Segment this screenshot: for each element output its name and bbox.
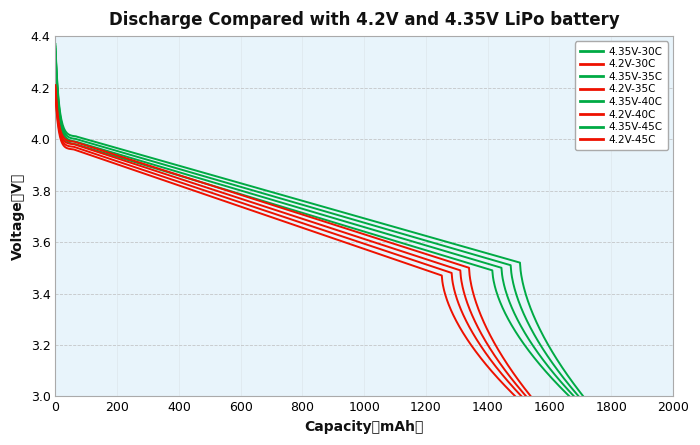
Y-axis label: Voltage（V）: Voltage（V） [11,173,25,260]
Title: Discharge Compared with 4.2V and 4.35V LiPo battery: Discharge Compared with 4.2V and 4.35V L… [108,11,620,29]
X-axis label: Capacity（mAh）: Capacity（mAh） [304,420,424,434]
Legend: 4.35V-30C, 4.2V-30C, 4.35V-35C, 4.2V-35C, 4.35V-40C, 4.2V-40C, 4.35V-45C, 4.2V-4: 4.35V-30C, 4.2V-30C, 4.35V-35C, 4.2V-35C… [575,41,668,150]
